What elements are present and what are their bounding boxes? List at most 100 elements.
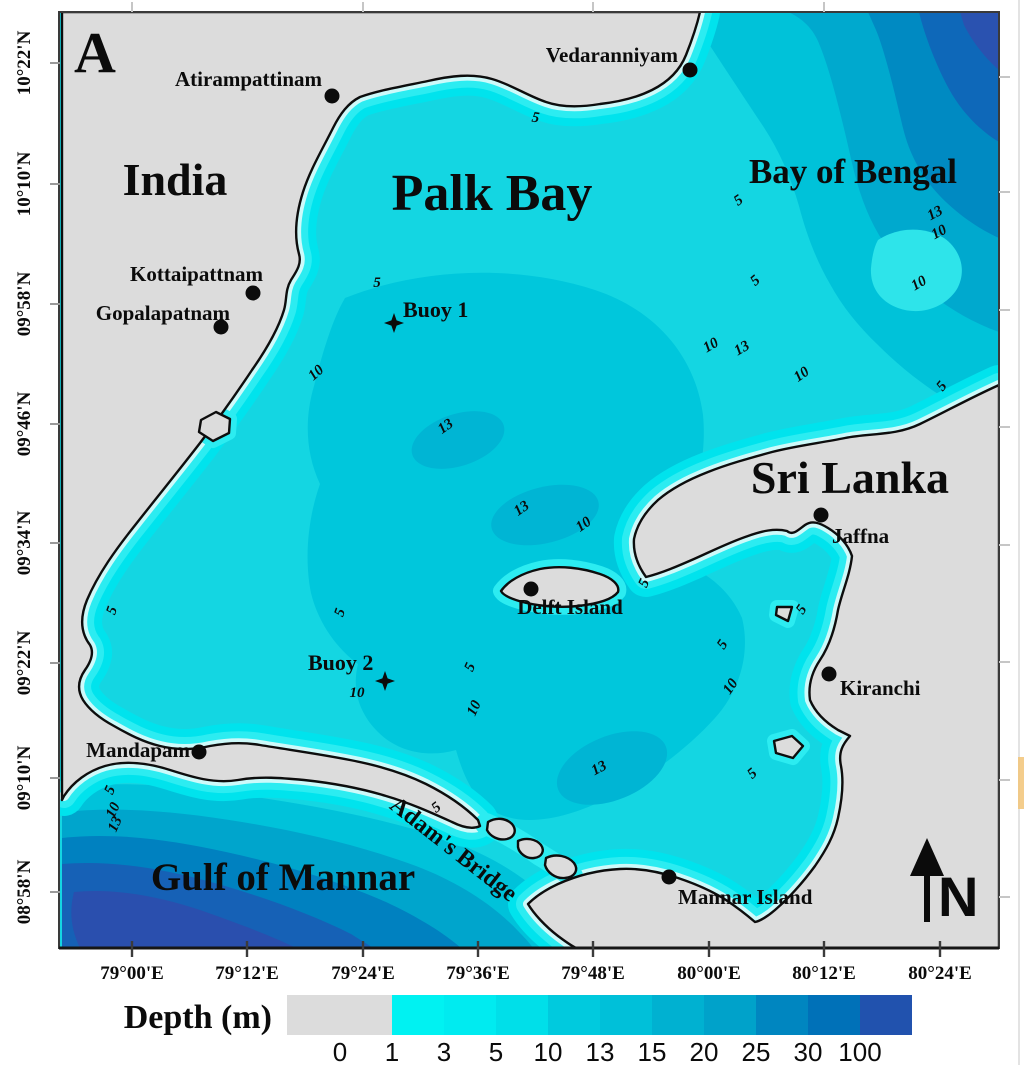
legend-tick-label: 30 [794,1037,823,1065]
place-label: Delft Island [517,595,623,619]
lon-tick-label: 79°36'E [446,963,510,984]
place-dot [245,285,261,301]
legend-swatch [756,995,808,1035]
contour-label: 10 [103,800,124,821]
north-arrow-head-icon [910,838,944,876]
buoy-2: Buoy 2 [308,650,395,691]
coastal-islet [197,410,232,443]
buoy-label: Buoy 2 [308,650,373,675]
region-label-palk-bay: Palk Bay [392,165,593,222]
legend-tick-label: 25 [742,1037,771,1065]
place-dot [191,744,207,760]
lon-tick-label: 80°12'E [792,963,856,984]
place-atirampattinam: Atirampattinam [175,67,340,104]
lon-tick-label: 79°12'E [215,963,279,984]
lat-tick-label: 09°58'N [14,271,35,336]
lat-tick-label: 09°34'N [14,510,35,575]
legend-tick-label: 20 [690,1037,719,1065]
place-dot [821,666,837,682]
place-label: Vedaranniyam [546,43,679,67]
bengal-shallow-patch [870,229,962,312]
place-label: Atirampattinam [175,67,322,91]
buoy-label: Buoy 1 [403,297,468,322]
legend-swatch [860,995,912,1035]
buoy-marker-icon [375,671,395,691]
buoy-1: Buoy 1 [384,297,468,333]
region-label-india: India [123,154,228,205]
place-label: Kottaipattnam [130,262,264,286]
legend-tick-label: 3 [437,1037,451,1065]
lon-tick-label: 80°00'E [677,963,741,984]
contour-label: 10 [929,222,950,243]
legend-tick-label: 5 [489,1037,503,1065]
contour-label: 13 [589,758,610,779]
region-label-bay-of-bengal: Bay of Bengal [749,152,957,191]
region-label-sri-lanka: Sri Lanka [751,452,949,503]
adams-bridge-islet [516,837,544,860]
legend-swatch [808,995,860,1035]
lon-tick-label: 79°24'E [331,963,395,984]
place-label: Mannar Island [678,885,813,909]
lon-tick-label: 79°00'E [100,963,164,984]
lon-tick-label: 80°24'E [908,963,972,984]
legend-swatch [652,995,704,1035]
adjacent-panel-color-sliver [1018,757,1024,809]
lat-tick-label: 09°46'N [14,391,35,456]
legend-tick-label: 10 [534,1037,563,1065]
place-kottaipattnam: Kottaipattnam [130,262,264,301]
legend-tick-label: 100 [838,1037,881,1065]
lat-tick-label: 09°22'N [14,630,35,695]
palk-bay-deep-zone [307,272,745,820]
place-label: Jaffna [832,524,890,548]
lon-tick-label: 79°48'E [561,963,625,984]
india-landmass [60,12,702,830]
legend-swatch [600,995,652,1035]
contour-label: 5 [531,110,541,127]
axis-ticks [50,2,1010,957]
legend-tick-label: 13 [586,1037,615,1065]
place-mannar-island: Mannar Island [661,869,813,909]
bengal-depth-layer [950,12,999,70]
north-label: N [938,865,978,928]
place-kiranchi: Kiranchi [821,666,921,700]
legend-tick-label: 1 [385,1037,399,1065]
place-dot [213,319,229,335]
place-gopalapatnam: Gopalapatnam [96,301,231,335]
legend-swatch [704,995,756,1035]
lat-tick-label: 10°10'N [14,151,35,216]
place-dot [813,507,829,523]
contour-label: 13 [105,814,126,835]
latitude-axis: 10°22'N 10°10'N 09°58'N 09°46'N 09°34'N … [14,30,35,924]
place-label: Gopalapatnam [96,301,231,325]
place-mandapam: Mandapam [86,738,207,762]
buoy-marker-icon [384,313,404,333]
deep-spot [411,411,505,469]
legend-swatch [392,995,444,1035]
lat-tick-label: 08°58'N [14,859,35,924]
depth-legend: Depth (m) 0 1 3 5 10 13 15 20 25 30 100 [124,995,912,1065]
place-jaffna: Jaffna [813,507,890,548]
contour-label: 13 [925,203,946,224]
coastal-islet [772,734,805,760]
adams-bridge-islet [543,854,578,880]
lat-tick-label: 10°22'N [14,30,35,95]
place-markers: Vedaranniyam Atirampattinam Kottaipattna… [86,43,921,909]
legend-swatch [287,995,392,1035]
lat-tick-label: 09°10'N [14,745,35,810]
place-delft-island: Delft Island [517,581,623,619]
place-dot [523,581,539,597]
north-arrow: N [910,838,978,928]
mannar-depth-layer [71,890,296,948]
map-area [59,12,999,948]
legend-swatch [548,995,600,1035]
legend-swatch [444,995,496,1035]
panel-label: A [74,20,116,85]
deep-spot [491,484,599,546]
deep-spot [556,731,668,805]
legend-swatch [496,995,548,1035]
longitude-axis: 79°00'E 79°12'E 79°24'E 79°36'E 79°48'E … [100,963,972,984]
coastal-islet [774,605,794,623]
place-dot [682,62,698,78]
contour-label: 10 [350,685,366,701]
